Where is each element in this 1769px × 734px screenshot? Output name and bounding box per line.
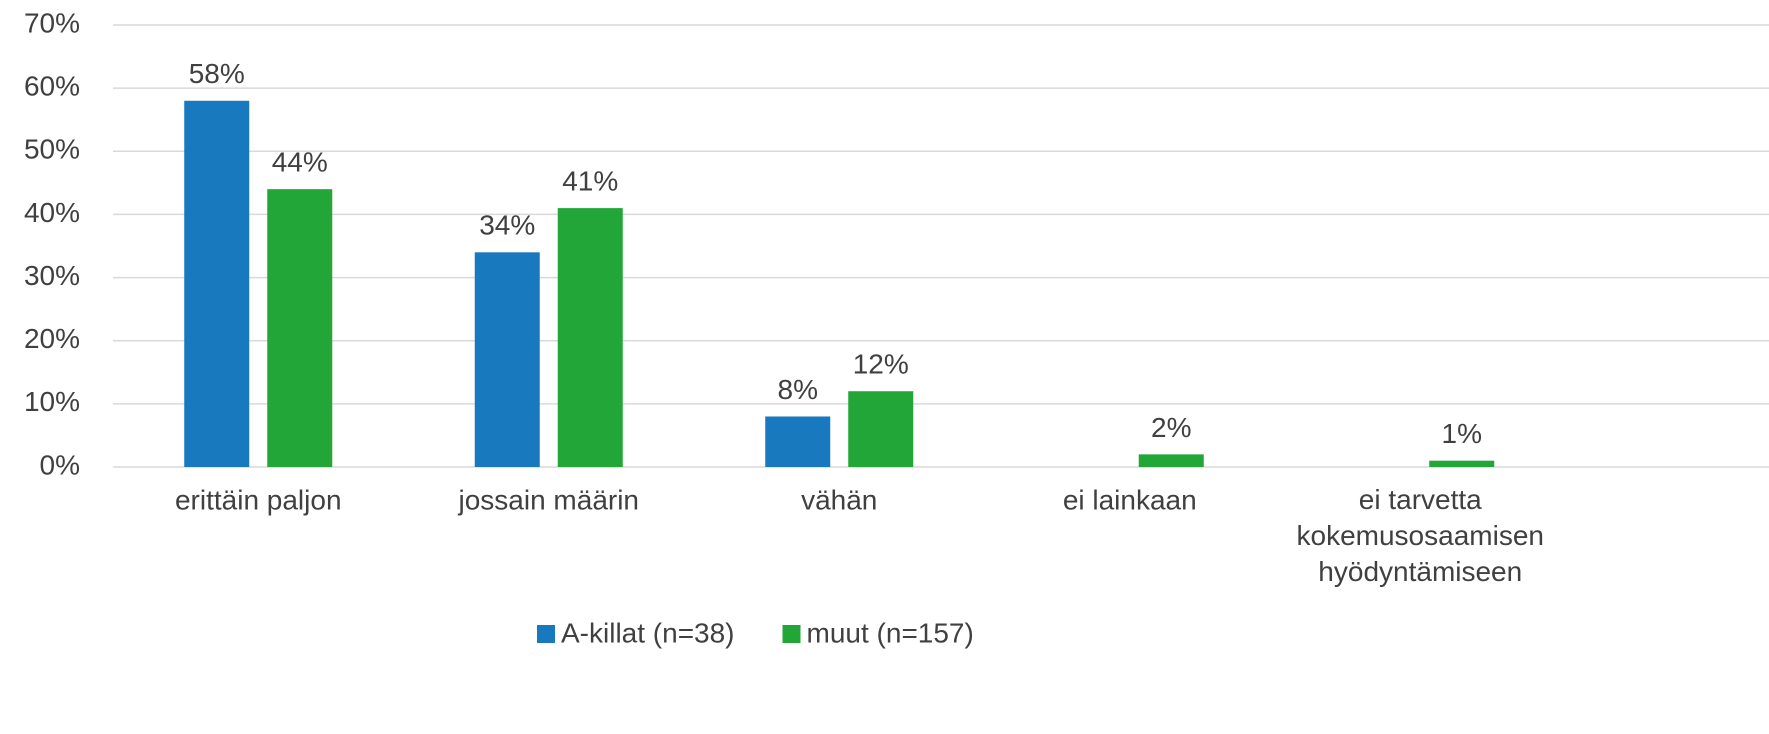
y-tick-label: 40% <box>24 197 80 228</box>
y-tick-label: 0% <box>40 449 80 480</box>
legend-label: A-killat (n=38) <box>561 617 735 648</box>
legend-swatch <box>537 625 555 643</box>
bar <box>848 391 914 467</box>
legend-swatch <box>782 625 801 643</box>
x-tick-label: vähän <box>801 484 877 515</box>
x-tick-label-line: kokemusosaamisen <box>1297 520 1544 551</box>
y-tick-label: 50% <box>24 134 80 165</box>
y-tick-label: 20% <box>24 323 80 354</box>
x-tick-label-line: hyödyntämiseen <box>1318 556 1522 587</box>
bar <box>765 416 831 467</box>
legend-label: muut (n=157) <box>807 617 974 648</box>
y-tick-label: 60% <box>24 71 80 102</box>
x-tick-label: jossain määrin <box>457 484 639 515</box>
value-label: 34% <box>479 210 535 241</box>
y-tick-label: 10% <box>24 386 80 417</box>
value-label: 58% <box>189 58 245 89</box>
value-label: 1% <box>1442 418 1482 449</box>
x-tick-label: erittäin paljon <box>175 484 342 515</box>
value-label: 41% <box>562 166 618 197</box>
value-label: 2% <box>1151 412 1191 443</box>
x-tick-label: ei lainkaan <box>1063 484 1197 515</box>
bar <box>474 252 540 467</box>
bar <box>1429 460 1495 467</box>
bar <box>267 189 333 467</box>
x-tick-label-line: ei tarvetta <box>1359 484 1482 515</box>
bar <box>1138 454 1204 467</box>
bar <box>557 208 623 467</box>
y-tick-label: 30% <box>24 260 80 291</box>
y-tick-label: 70% <box>24 7 80 38</box>
value-label: 12% <box>853 349 909 380</box>
value-label: 44% <box>272 147 328 178</box>
x-tick-label: ei tarvetta kokemusosaamisen hyödyntämisee… <box>1297 484 1544 587</box>
value-label: 8% <box>778 374 818 405</box>
bar <box>184 100 250 468</box>
